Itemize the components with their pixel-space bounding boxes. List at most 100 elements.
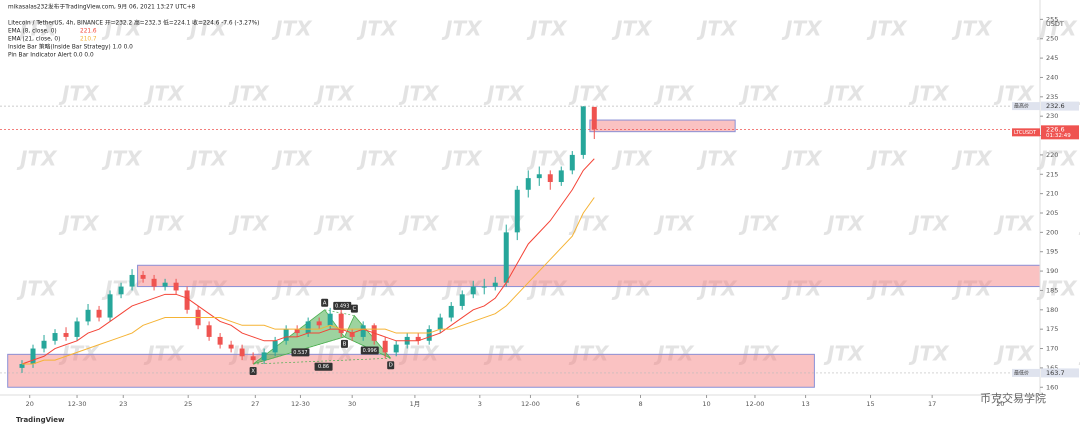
candle-body [206,325,212,337]
candle-body [151,278,157,287]
watermark: JTX [101,17,143,41]
candle-body [448,305,454,318]
x-tick-label: 25 [184,400,192,408]
credit: 币克交易学院 [980,391,1046,405]
y-tick-label: 240 [1046,73,1058,81]
watermark: JTX [143,212,185,236]
price-badge [1041,125,1079,140]
x-tick-label: 10 [702,400,710,408]
watermarks: JTX JTX JTX JTX JTX JTX JTX JTX JTX JTX JTX JTX JTX J… [16,17,1080,366]
candle-body [19,364,25,368]
watermark: JTX [951,277,993,301]
y-tick-label: 245 [1046,54,1058,62]
watermark: JTX [356,277,398,301]
watermark: JTX [313,82,355,106]
y-tick-label: 200 [1046,228,1058,236]
legend-value: 221.6 [80,29,97,35]
price-badge [1041,368,1079,378]
pattern-leg [324,309,355,316]
watermark: JTX [441,147,483,171]
candle-body [503,232,509,283]
candle-body [294,329,300,334]
candle-body [437,317,443,330]
pattern-point: X [251,369,255,375]
watermark: JTX [781,147,823,171]
candle-body [514,189,520,233]
watermark: JTX [1036,17,1078,41]
watermark: JTX [866,17,908,41]
candle-body [228,344,234,349]
legend-value: 210.7 [80,37,97,43]
candle-body [393,344,399,353]
watermark: JTX [611,147,653,171]
indicator: Inside Bar 策略(Inside Bar Strategy) 1.0 0… [8,43,133,51]
x-tick-label: 23 [119,400,127,408]
y-tick-label: 235 [1046,93,1058,101]
pattern-point-box [350,304,358,313]
watermark: JTX [568,342,610,366]
watermark: JTX [313,342,355,366]
watermark: JTX [483,82,525,106]
y-tick-label: 215 [1046,170,1058,178]
name-badge [1012,102,1040,111]
x-tick-label: 12-00 [746,400,765,408]
y-tick-label: 165 [1046,364,1058,372]
x-tick-label: 13 [801,400,809,408]
candle-body [415,336,421,341]
watermark: JTX [866,277,908,301]
watermark: JTX [696,277,738,301]
candle-body [305,321,311,334]
watermark: JTX [186,147,228,171]
candle-body [140,274,146,279]
watermark: JTX [696,147,738,171]
candle-body [492,282,498,287]
candle-body [580,106,586,155]
x-tick-label: 20 [26,400,34,408]
watermark: JTX [866,147,908,171]
watermark: JTX [16,17,58,41]
candle-body [184,290,190,310]
candle-body [85,309,91,322]
y-tick-label: 220 [1046,151,1058,159]
ratio-box [314,362,333,371]
legend-entry: EMA (21, close, 0) [8,37,60,43]
ratio-box [333,301,352,310]
x-tick-label: 12-30 [291,400,310,408]
x-tick-label: 3 [478,400,482,408]
header: mikasalas232发布于TradingView.com, 9月 06, 2… [8,3,196,11]
y-tick-label: 250 [1046,35,1058,43]
candle-body [52,333,58,341]
candle-body [261,352,267,361]
watermark: JTX [653,212,695,236]
candle-body [536,174,542,179]
x-tick-label: 6 [576,400,580,408]
badge-value: 226.6 [1046,125,1065,133]
x-tick-label: 12-00 [521,400,540,408]
watermark: JTX [101,147,143,171]
watermark: JTX [993,82,1035,106]
brand: TradingView [16,416,65,424]
y-tick-label: 190 [1046,267,1058,275]
y-tick-label: 195 [1046,248,1058,256]
watermark: JTX [823,82,865,106]
watermark: JTX [696,17,738,41]
candle-body [173,282,179,291]
candle-body [558,170,564,183]
title: Litecoin / TetherUS, 4h, BINANCE 开=232.2… [8,19,259,27]
currency: USDT [1046,20,1064,28]
pattern-point-box [321,298,329,307]
candle-body [118,286,124,295]
watermark: JTX [186,277,228,301]
watermark: JTX [16,277,58,301]
pattern-point-box [340,339,348,348]
watermark: JTX [611,17,653,41]
watermark: JTX [143,82,185,106]
price-badge [1041,101,1079,111]
watermark: JTX [483,342,525,366]
candle-body [30,348,36,365]
indicator: Pin Bar Indicator Alert 0.0 0.0 [8,53,94,59]
y-tick-label: 230 [1046,112,1058,120]
watermark: JTX [611,277,653,301]
